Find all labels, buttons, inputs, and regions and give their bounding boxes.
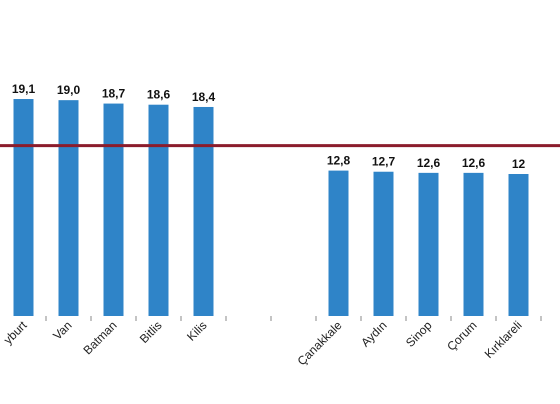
x-axis-ticks: [45, 316, 542, 321]
bar: [508, 174, 529, 316]
bar-value-label: 12: [512, 157, 526, 171]
bar: [373, 171, 394, 316]
bar-value-label: 19,1: [12, 82, 36, 96]
bar: [103, 103, 124, 317]
bar-value-label: 12,7: [372, 155, 396, 169]
category-label: Batman: [80, 318, 119, 357]
bar-value-label: 18,4: [192, 90, 216, 104]
category-label: Kırklareli: [482, 318, 525, 361]
category-label: yburt: [1, 318, 30, 347]
category-label: Sinop: [403, 318, 435, 350]
value-labels: 19,1 19,0 18,7 18,6 18,4 12,8 12,7 12,6 12,6 12: [12, 82, 526, 171]
category-label: Kilis: [184, 318, 209, 343]
bar-value-label: 12,8: [327, 154, 351, 168]
bar: [148, 104, 169, 316]
bar: [58, 100, 79, 316]
bar: [328, 170, 349, 316]
category-label: Çanakkale: [295, 318, 345, 368]
category-label: Çorum: [444, 318, 479, 353]
bar-value-label: 19,0: [57, 83, 81, 97]
bar: [463, 172, 484, 316]
bar: [13, 99, 34, 316]
category-labels: yburt Van Batman Bitlis Kilis Çanakkale Aydın S…: [1, 318, 525, 368]
category-label: Van: [50, 318, 74, 342]
bar: [193, 106, 214, 316]
bars: [13, 99, 529, 317]
category-label: Aydın: [358, 318, 389, 349]
bar-value-label: 18,6: [147, 88, 171, 102]
bar-value-label: 12,6: [417, 156, 441, 170]
bar: [418, 172, 439, 316]
bar-value-label: 18,7: [102, 87, 126, 101]
category-label: Bitlis: [137, 318, 165, 346]
bar-value-label: 12,6: [462, 156, 486, 170]
